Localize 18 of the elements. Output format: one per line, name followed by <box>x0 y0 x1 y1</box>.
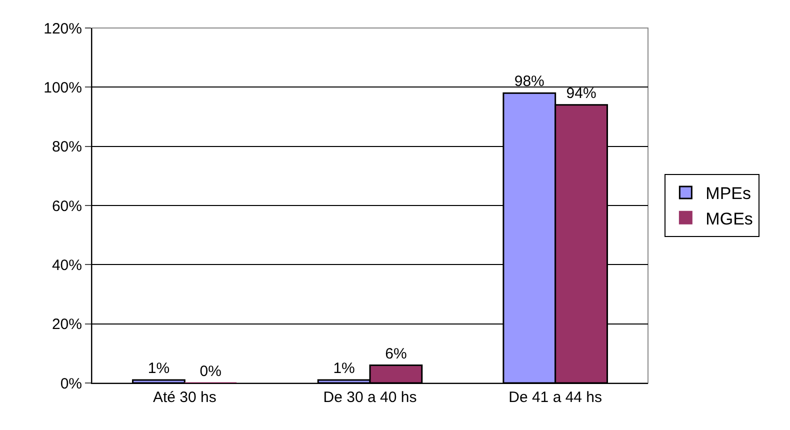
data-label: 6% <box>385 345 407 362</box>
y-tick-label: 20% <box>52 316 82 334</box>
x-tick-label: De 30 a 40 hs <box>323 389 417 406</box>
y-tick-label: 60% <box>52 198 82 215</box>
y-tick-label: 80% <box>52 138 82 156</box>
y-tick-label: 40% <box>52 256 82 274</box>
y-tick-label: 0% <box>60 375 82 392</box>
legend-label: MPEs <box>706 184 752 204</box>
data-label: 1% <box>148 360 170 378</box>
legend-label: MGEs <box>706 209 753 228</box>
y-tick-label: 120% <box>44 20 82 38</box>
x-tick-label: De 41 a 44 hs <box>508 389 602 406</box>
data-label: 98% <box>514 73 544 90</box>
y-tick-label: 100% <box>44 79 82 96</box>
data-label: 1% <box>333 360 355 378</box>
data-label: 0% <box>200 363 222 380</box>
x-tick-label: Até 30 hs <box>152 389 216 406</box>
data-label: 94% <box>566 84 596 102</box>
